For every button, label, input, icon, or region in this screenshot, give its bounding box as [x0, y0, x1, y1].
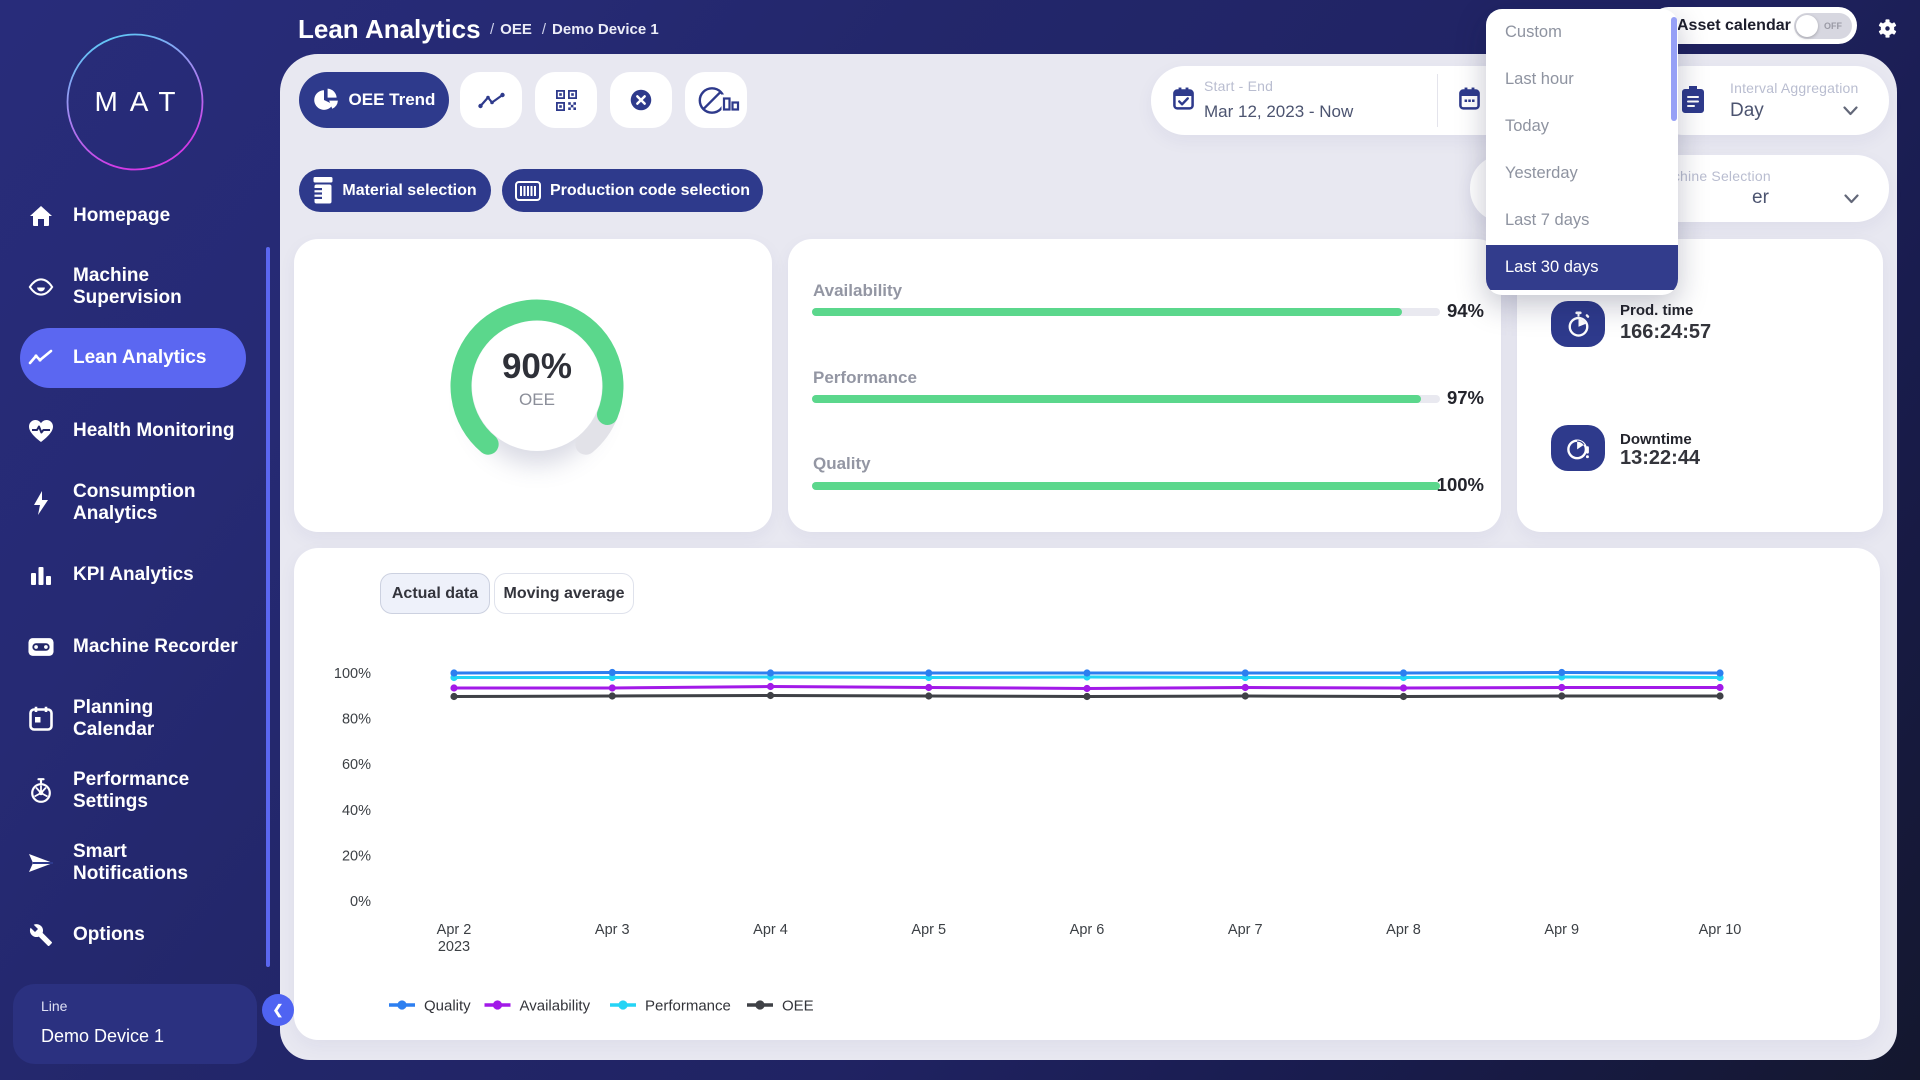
svg-text:80%: 80%	[342, 712, 371, 728]
svg-text:Availability: Availability	[520, 998, 591, 1015]
svg-text:Apr 2: Apr 2	[437, 922, 472, 938]
svg-text:40%: 40%	[342, 803, 371, 819]
svg-text:20%: 20%	[342, 848, 371, 864]
svg-text:Apr 5: Apr 5	[911, 922, 946, 938]
svg-text:2023: 2023	[438, 939, 470, 955]
svg-text:Apr 8: Apr 8	[1386, 922, 1421, 938]
svg-text:Apr 6: Apr 6	[1070, 922, 1105, 938]
svg-text:Apr 7: Apr 7	[1228, 922, 1263, 938]
svg-text:60%: 60%	[342, 757, 371, 773]
svg-text:100%: 100%	[334, 666, 371, 682]
svg-text:Apr 4: Apr 4	[753, 922, 788, 938]
svg-text:0%: 0%	[350, 894, 371, 910]
svg-text:Quality: Quality	[424, 998, 471, 1015]
svg-text:Apr 3: Apr 3	[595, 922, 630, 938]
svg-text:OEE: OEE	[782, 998, 814, 1015]
svg-text:Apr 9: Apr 9	[1544, 922, 1579, 938]
svg-text:Apr 10: Apr 10	[1699, 922, 1742, 938]
svg-text:Performance: Performance	[645, 998, 731, 1015]
